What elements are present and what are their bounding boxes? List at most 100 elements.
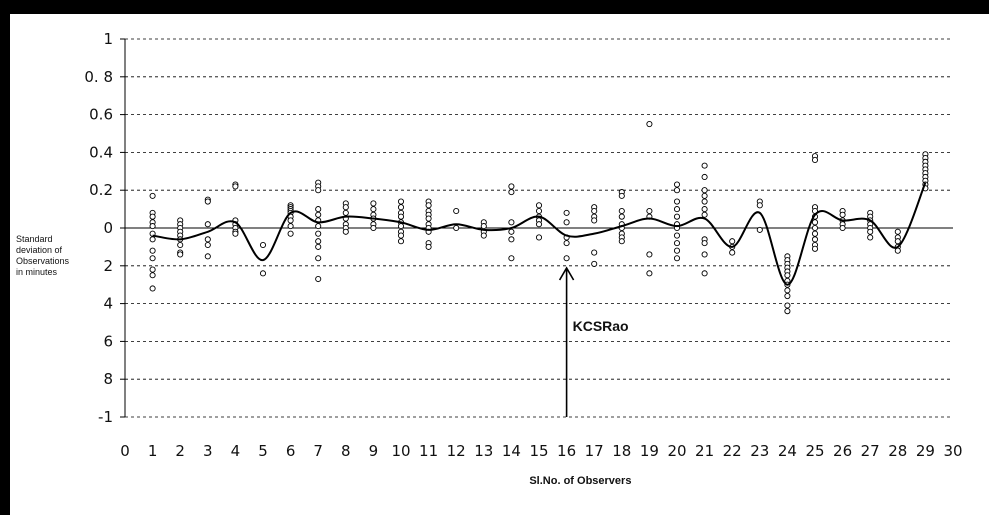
x-tick-label: 25	[805, 442, 824, 460]
y-tick-label: 0.4	[89, 143, 113, 161]
data-point	[646, 121, 653, 128]
data-point	[811, 236, 819, 243]
y-axis-label-line: deviation of	[16, 245, 63, 255]
annotation-label: KCSRao	[573, 318, 629, 334]
x-tick-label: 2	[175, 442, 185, 460]
data-point	[480, 232, 487, 239]
data-point	[701, 211, 708, 218]
x-tick-label: 18	[612, 442, 631, 460]
data-point	[701, 187, 708, 194]
data-point	[894, 238, 901, 245]
data-point	[370, 224, 377, 232]
data-point	[701, 173, 708, 181]
data-point	[591, 207, 598, 215]
data-point	[811, 230, 819, 237]
data-point	[618, 213, 625, 220]
trend-line	[152, 182, 927, 286]
y-tick-label: 2	[103, 257, 113, 275]
data-point	[839, 224, 846, 232]
data-point	[729, 238, 736, 245]
data-point	[784, 302, 791, 309]
data-point	[894, 247, 901, 254]
x-tick-label: 0	[120, 442, 130, 460]
data-point	[370, 200, 377, 207]
data-point	[397, 198, 405, 205]
data-point	[646, 270, 653, 277]
data-point	[811, 156, 819, 164]
x-tick-label: 4	[231, 442, 241, 460]
data-point	[563, 209, 570, 216]
data-point	[149, 272, 156, 279]
data-point	[673, 213, 681, 220]
data-point	[673, 232, 681, 239]
data-point	[315, 243, 322, 250]
data-point	[618, 207, 625, 215]
data-point	[425, 243, 432, 250]
x-tick-label: 11	[419, 442, 438, 460]
data-point	[811, 224, 819, 232]
x-axis-label: Sl.No. of Observers	[529, 475, 631, 487]
data-point	[453, 224, 460, 232]
data-point	[342, 228, 349, 235]
x-tick-label: 1	[148, 442, 158, 460]
data-point	[701, 270, 708, 277]
y-tick-label: 4	[103, 295, 113, 313]
x-tick-label: 19	[640, 442, 659, 460]
annotation-arrowhead	[558, 266, 575, 281]
y-tick-label: 8	[103, 370, 113, 388]
data-point	[425, 215, 432, 222]
x-tick-label: 8	[341, 442, 351, 460]
data-point	[287, 217, 294, 224]
data-point	[535, 207, 543, 215]
x-tick-label: 21	[695, 442, 714, 460]
data-point	[177, 251, 184, 258]
y-tick-label: 0	[103, 219, 113, 237]
data-point	[232, 183, 239, 190]
data-point	[701, 240, 708, 247]
data-point	[756, 226, 763, 233]
data-point	[591, 249, 598, 256]
data-point	[397, 213, 405, 220]
data-point	[673, 240, 681, 247]
data-point	[315, 275, 322, 283]
data-point	[673, 198, 681, 205]
data-point	[729, 249, 736, 256]
data-point	[149, 247, 156, 254]
data-point	[508, 236, 515, 243]
x-tick-label: 29	[916, 442, 935, 460]
data-point	[315, 187, 322, 194]
data-point	[646, 207, 653, 215]
data-point	[149, 223, 156, 230]
y-tick-label: 0.2	[89, 181, 113, 199]
data-point	[370, 206, 377, 213]
data-point	[480, 223, 487, 230]
data-point	[315, 230, 322, 237]
data-point	[342, 204, 349, 211]
y-tick-label: 6	[103, 332, 113, 350]
x-tick-label: 26	[833, 442, 852, 460]
data-point	[701, 206, 708, 213]
x-tick-label: 24	[778, 442, 797, 460]
y-tick-label: 0. 8	[84, 68, 113, 86]
data-point	[646, 251, 653, 258]
data-point	[204, 221, 211, 228]
x-tick-labels: 0 1 2 3 4 5 6 7 8 9 10 11 12 13 14 15 16 17 18 19 20 21 22 23 24…	[120, 442, 962, 460]
data-point	[315, 255, 322, 262]
data-point	[149, 266, 156, 273]
data-point	[591, 217, 598, 224]
x-tick-label: 28	[888, 442, 907, 460]
x-tick-label: 20	[667, 442, 686, 460]
x-tick-label: 27	[861, 442, 880, 460]
data-point	[397, 238, 405, 245]
data-point	[287, 230, 294, 237]
data-point	[784, 287, 791, 294]
data-point	[839, 211, 846, 218]
y-tick-label: 1	[103, 30, 113, 48]
x-tick-label: 30	[943, 442, 962, 460]
data-point	[784, 308, 791, 315]
data-point	[591, 260, 598, 267]
data-point	[397, 232, 405, 239]
chart-panel: 1 0. 8 0.6 0.4 0.2 0 2 4 6 8 -1 0 1 2 3 4 5 6 7 8 9 10 11 12 13…	[10, 14, 989, 515]
data-point	[563, 219, 570, 226]
